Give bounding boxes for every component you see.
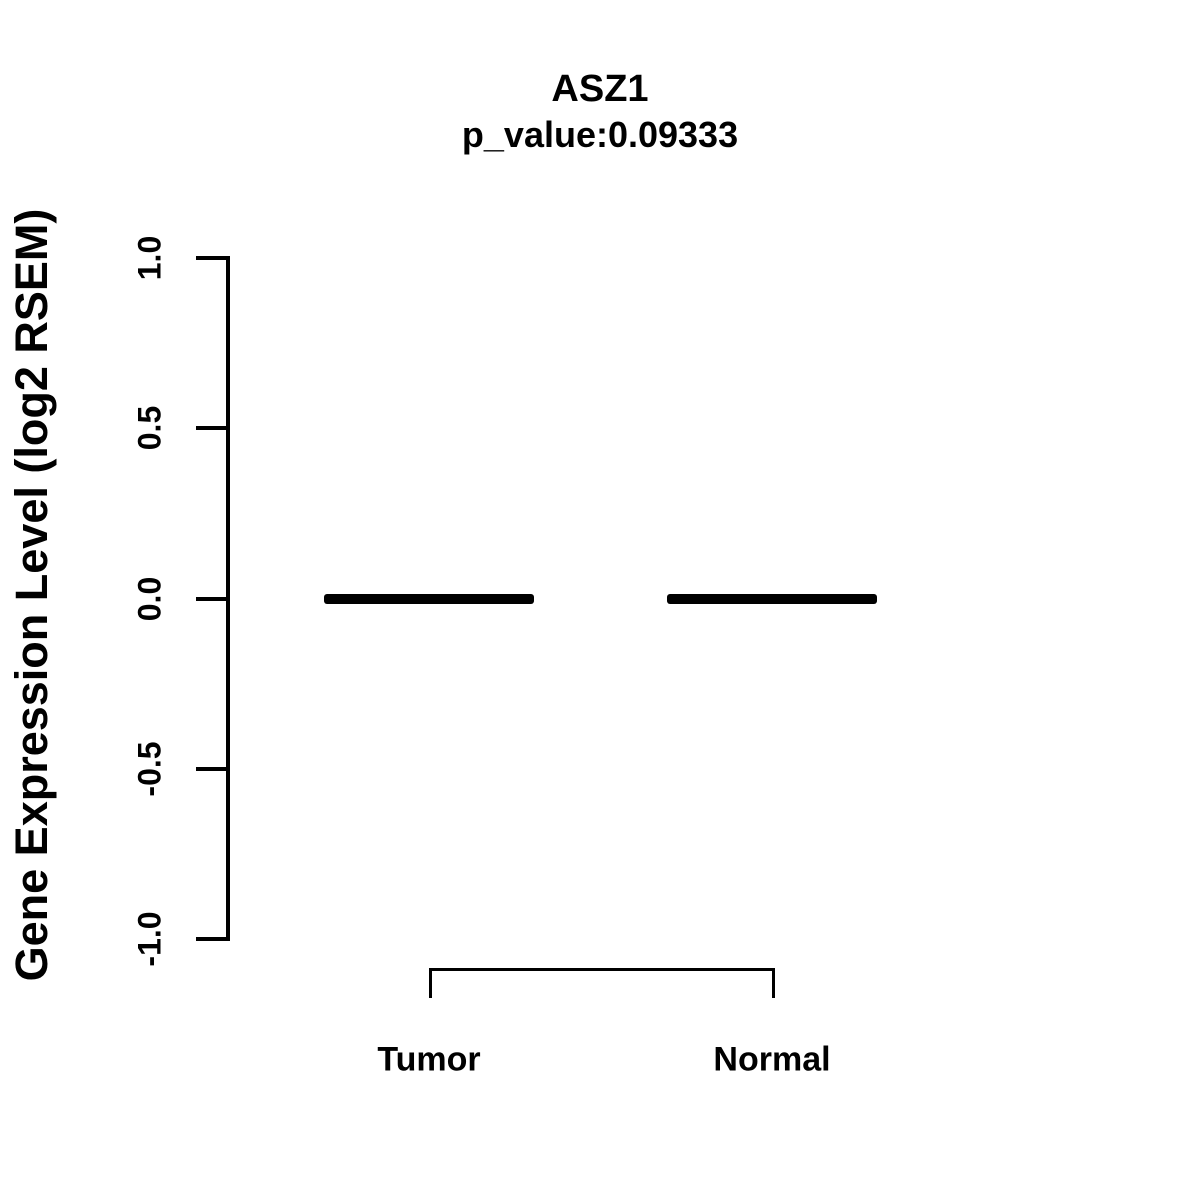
comparison-bracket-leg-left [429,968,432,998]
comparison-bracket-leg-right [772,968,775,998]
x-group-label-normal: Normal [713,1040,831,1079]
y-tick-label: -1.0 [131,911,168,967]
y-tick [196,426,226,431]
chart-title: ASZ1 [551,68,649,110]
title-block: ASZ1 p_value:0.09333 [0,66,1200,158]
x-group-label-tumor: Tumor [377,1040,481,1079]
comparison-bracket-top [429,968,775,971]
y-tick-label: 1.0 [131,235,168,281]
box-median-tumor [324,593,534,604]
y-axis-line [226,256,230,941]
box-median-normal [667,593,877,604]
y-tick [196,766,226,771]
y-tick [196,256,226,260]
y-tick-label: -0.5 [131,741,168,797]
y-tick [196,596,226,601]
y-tick-label: 0.0 [131,576,168,621]
chart-subtitle: p_value:0.09333 [461,114,739,155]
y-tick [196,937,226,941]
y-tick-label: 0.5 [131,406,168,451]
